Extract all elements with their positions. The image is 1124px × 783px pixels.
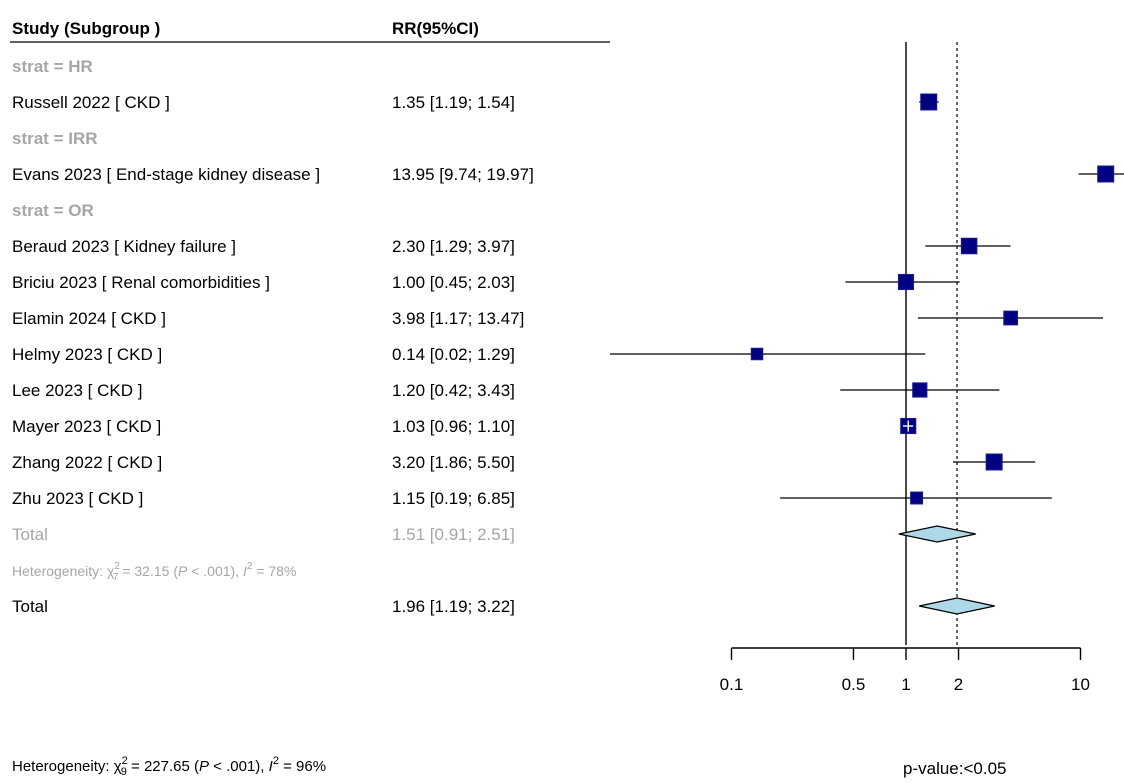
study-label: Beraud 2023 [ Kidney failure ] [12, 237, 236, 256]
study-effect: 0.14 [0.02; 1.29] [392, 345, 515, 364]
x-tick-label: 0.1 [720, 675, 744, 694]
heterogeneity-part: I [243, 563, 247, 579]
effect-square [750, 347, 764, 361]
heterogeneity-part: 2 [114, 561, 120, 572]
x-tick-label: 10 [1071, 675, 1090, 694]
heterogeneity-part: I [269, 758, 273, 775]
heterogeneity-part: < .001), [187, 563, 243, 579]
study-effect: 1.35 [1.19; 1.54] [392, 93, 515, 112]
table-text-layer: Study (Subgroup ) RR(95%CI) strat = HR Russ… [10, 19, 1007, 778]
study-effect: 3.20 [1.86; 5.50] [392, 453, 515, 472]
heterogeneity-part: 9 [121, 766, 127, 778]
overall-total-effect: 1.96 [1.19; 3.22] [392, 597, 515, 616]
heterogeneity-part: P [199, 758, 209, 775]
study-label: Zhu 2023 [ CKD ] [12, 489, 143, 508]
study-label: Helmy 2023 [ CKD ] [12, 345, 162, 364]
effect-square [897, 273, 915, 291]
effect-square [1097, 165, 1115, 183]
subgroup-header: strat = IRR [12, 129, 98, 148]
study-label: Briciu 2023 [ Renal comorbidities ] [12, 273, 270, 292]
plot-layer: 0.1 0.5 1 2 10 [610, 42, 1124, 694]
study-label: Zhang 2022 [ CKD ] [12, 453, 162, 472]
study-effect: 3.98 [1.17; 13.47] [392, 309, 524, 328]
heterogeneity-part: 2 [273, 755, 279, 767]
overall-total-label: Total [12, 597, 48, 616]
study-label: Russell 2022 [ CKD ] [12, 93, 170, 112]
heterogeneity-part: P [178, 563, 188, 579]
study-effect: 2.30 [1.29; 3.97] [392, 237, 515, 256]
subgroup-total-effect: 1.51 [0.91; 2.51] [392, 525, 515, 544]
heterogeneity-part: χ [107, 563, 115, 579]
effect-square [920, 93, 938, 111]
x-tick-label: 2 [954, 675, 963, 694]
effect-square [985, 453, 1003, 471]
column-header-effect: RR(95%CI) [392, 19, 479, 38]
study-effect: 1.15 [0.19; 6.85] [392, 489, 515, 508]
x-tick-label: 0.5 [842, 675, 866, 694]
heterogeneity-part: = 32.15 ( [118, 563, 178, 579]
column-header-study: Study (Subgroup ) [12, 19, 160, 38]
heterogeneity-part: = 96% [279, 758, 326, 775]
summary-diamond [898, 525, 976, 543]
study-label: Mayer 2023 [ CKD ] [12, 417, 161, 436]
heterogeneity-part: 2 [247, 561, 253, 572]
p-value-text: p-value:<0.05 [903, 759, 1007, 778]
heterogeneity-part: Heterogeneity: [12, 758, 114, 775]
subgroup-total-label: Total [12, 525, 48, 544]
effect-square [1003, 310, 1019, 326]
subgroup-header: strat = OR [12, 201, 94, 220]
heterogeneity-part: 2 [122, 755, 128, 767]
heterogeneity-part: = 78% [252, 563, 296, 579]
study-effect: 1.00 [0.45; 2.03] [392, 273, 515, 292]
summary-diamond [919, 597, 995, 615]
effect-square [912, 382, 928, 398]
overall-heterogeneity: Heterogeneity: χ2 9 = 227.65 (P < .001), … [12, 755, 326, 778]
study-label: Evans 2023 [ End-stage kidney disease ] [12, 165, 320, 184]
subgroup-header: strat = HR [12, 57, 93, 76]
heterogeneity-part: 7 [113, 572, 119, 583]
heterogeneity-part: Heterogeneity: [12, 563, 107, 579]
subgroup-heterogeneity: Heterogeneity: χ2 7 = 32.15 (P < .001), I… [12, 561, 296, 583]
heterogeneity-part: χ [114, 758, 122, 775]
study-effect: 13.95 [9.74; 19.97] [392, 165, 534, 184]
x-tick-label: 1 [901, 675, 910, 694]
study-label: Elamin 2024 [ CKD ] [12, 309, 166, 328]
study-label: Lee 2023 [ CKD ] [12, 381, 142, 400]
study-effect: 1.20 [0.42; 3.43] [392, 381, 515, 400]
heterogeneity-part: < .001), [209, 758, 269, 775]
effect-square [910, 491, 924, 505]
effect-square [960, 237, 978, 255]
study-effect: 1.03 [0.96; 1.10] [392, 417, 515, 436]
heterogeneity-part: = 227.65 ( [127, 758, 199, 775]
